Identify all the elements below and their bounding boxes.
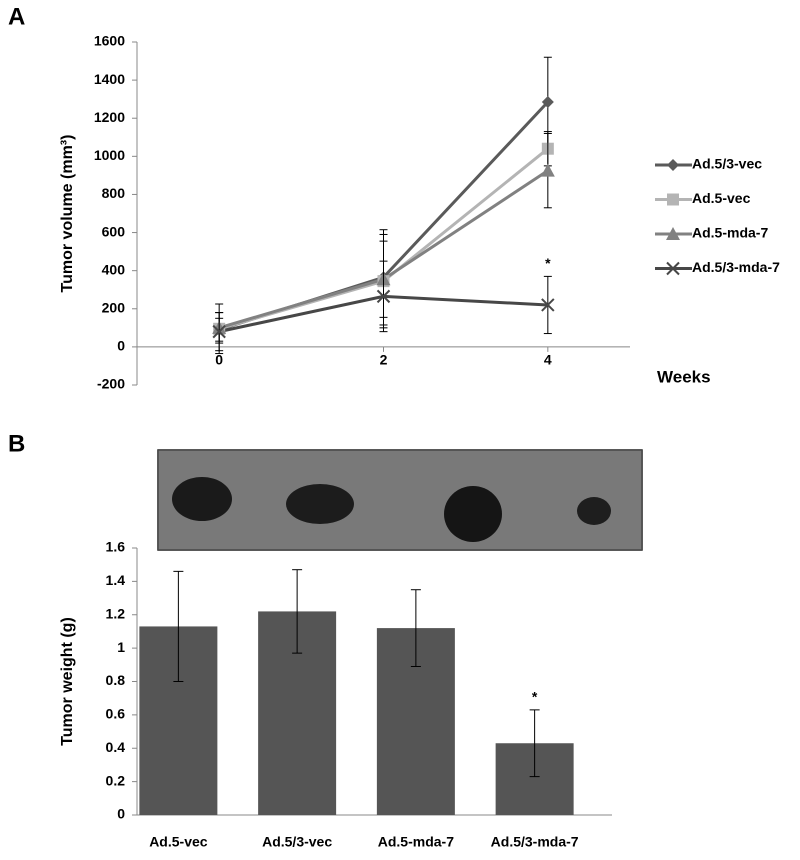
y-tick-label: 1000 [94, 147, 125, 163]
x-tick-label: Ad.5/3-vec [262, 834, 332, 850]
marker [666, 227, 680, 240]
legend-label: Ad.5/3-vec [692, 156, 762, 172]
y-tick-label: -200 [97, 376, 125, 392]
error-bar [292, 569, 303, 654]
panel-label: A [8, 3, 25, 30]
x-tick-label: Ad.5-vec [149, 834, 208, 850]
y-axis-label: Tumor volume (mm³) [59, 135, 76, 293]
error-bar [173, 570, 184, 682]
marker [667, 193, 679, 206]
x-tick-label: 0 [215, 352, 223, 368]
x-axis-label: Weeks [657, 367, 711, 386]
y-tick-label: 1600 [94, 33, 125, 49]
y-tick-label: 0.4 [106, 739, 126, 755]
y-tick-label: 1 [117, 639, 125, 655]
y-tick-label: 600 [102, 223, 126, 239]
error-bar [410, 589, 421, 667]
marker [212, 324, 226, 339]
marker-stroke [212, 324, 226, 339]
annotation: * [545, 255, 551, 271]
x-tick-label: 2 [380, 352, 388, 368]
marker [541, 96, 554, 109]
y-axis-label: Tumor weight (g) [59, 617, 76, 746]
y-tick-label: 200 [102, 299, 126, 315]
legend-label: Ad.5-mda-7 [692, 225, 768, 241]
y-tick-label: 800 [102, 185, 126, 201]
y-tick-label: 0.6 [106, 706, 126, 722]
panel-label: B [8, 430, 25, 457]
y-tick-label: 1.2 [106, 605, 126, 621]
tumor-photo [157, 449, 643, 551]
marker-stroke [541, 298, 555, 312]
legend-label: Ad.5-vec [692, 190, 751, 206]
y-tick-label: 400 [102, 261, 126, 277]
marker-stroke [376, 289, 391, 304]
x-tick-label: Ad.5/3-mda-7 [491, 834, 579, 850]
y-tick-label: 0 [117, 806, 125, 822]
marker [541, 298, 555, 312]
y-tick-label: 1.6 [106, 539, 126, 555]
y-tick-label: 1200 [94, 109, 125, 125]
y-tick-label: 0.8 [106, 672, 126, 688]
y-tick-label: 1400 [94, 71, 125, 87]
marker [666, 261, 680, 276]
error-bar [529, 709, 540, 778]
marker [540, 163, 555, 177]
y-tick-label: 1.4 [106, 572, 126, 588]
y-tick-label: 0 [117, 338, 125, 354]
marker-stroke [666, 261, 680, 276]
legend-label: Ad.5/3-mda-7 [692, 259, 780, 275]
marker [376, 289, 391, 304]
marker [667, 159, 679, 171]
x-tick-label: 4 [544, 352, 552, 368]
y-tick-label: 0.2 [106, 772, 126, 788]
annotation: * [532, 689, 538, 705]
x-tick-label: Ad.5-mda-7 [378, 834, 454, 850]
